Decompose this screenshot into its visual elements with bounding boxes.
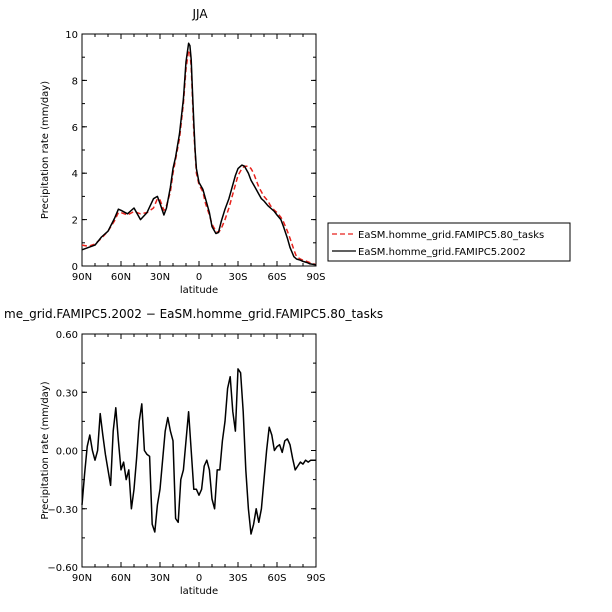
series-line-1 [81,49,317,266]
x-axis-label: latitude [180,285,218,296]
series-line-1 [81,368,316,535]
y-tick-label: 0.60 [56,330,78,341]
y-tick-label: 10 [65,30,78,41]
x-tick-label: 0 [196,573,202,584]
legend-entry-series-1: EaSM.homme_grid.FAMIPC5.80_tasks [358,230,544,241]
x-tick-label: 60N [111,272,131,283]
x-tick-label: 0 [196,272,202,283]
y-tick-label: 0 [72,262,78,273]
y-tick-label: 4 [72,169,78,180]
y-axis-label: Precipitation rate (mm/day) [40,81,51,219]
y-tick-label: −0.60 [47,563,78,574]
x-tick-label: 60S [267,272,286,283]
y-tick-label: 6 [72,123,78,134]
x-tick-label: 30S [228,272,247,283]
x-axis-label: latitude [180,586,218,597]
x-tick-label: 90S [306,573,325,584]
x-tick-label: 90N [72,573,92,584]
bottom-chart-title: me_grid.FAMIPC5.2002 − EaSM.homme_grid.F… [4,307,383,321]
x-tick-label: 90S [306,272,325,283]
bottom-chart: 90N 60N 30N 0 30S 60S 90S −0.60 −0.30 0.00 0.30 0.6… [40,330,326,597]
top-chart: 90N 60N 30N 0 30S 60S 90S 0 2 4 6 8 10 latitude Precip… [40,30,326,296]
y-tick-label: 0.00 [56,447,78,458]
y-tick-label: 2 [72,216,78,227]
legend: EaSM.homme_grid.FAMIPC5.80_tasks EaSM.ho… [327,222,571,262]
top-chart-title: JJA [191,7,208,21]
y-tick-label: 0.30 [56,388,78,399]
y-tick-label: −0.30 [47,505,78,516]
x-tick-label: 30N [150,573,170,584]
x-tick-label: 60S [267,573,286,584]
x-tick-label: 90N [72,272,92,283]
x-tick-label: 60N [111,573,131,584]
legend-box [327,222,571,262]
x-tick-label: 30S [228,573,247,584]
y-axis-label: Precipitation rate (mm/day) [40,381,51,519]
x-tick-label: 30N [150,272,170,283]
y-tick-label: 8 [72,76,78,87]
series-line-2 [81,42,317,266]
plot-frame [81,33,317,267]
legend-entry-series-2: EaSM.homme_grid.FAMIPC5.2002 [358,247,526,258]
